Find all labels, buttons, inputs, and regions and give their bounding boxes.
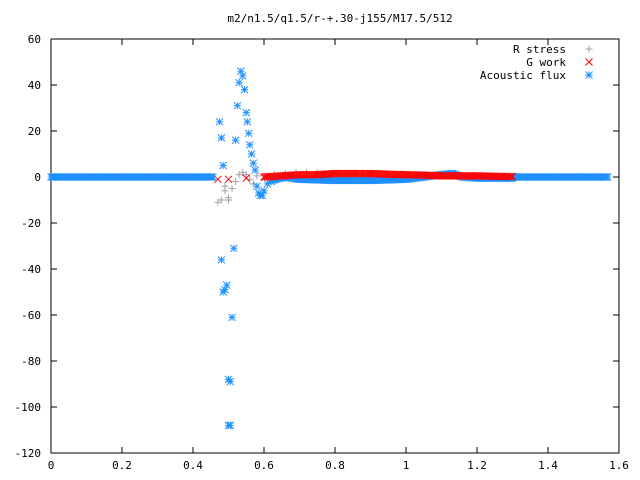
- legend-label: Acoustic flux: [480, 69, 566, 82]
- data-point: [217, 134, 226, 142]
- data-point: [233, 101, 242, 110]
- data-point: [245, 140, 254, 149]
- x-tick-label: 0.8: [325, 459, 345, 472]
- data-point: [215, 117, 224, 126]
- data-point: [217, 255, 226, 264]
- data-point: [253, 172, 261, 180]
- y-tick-label: 40: [28, 79, 41, 92]
- legend-marker: [585, 71, 593, 79]
- data-point: [247, 150, 256, 158]
- data-point: [229, 244, 238, 253]
- data-point: [249, 180, 257, 188]
- legend-marker: [585, 58, 593, 66]
- x-tick-label: 1.2: [467, 459, 487, 472]
- legend-label: R stress: [513, 43, 566, 56]
- legend-marker: [585, 45, 593, 53]
- data-point: [219, 161, 228, 170]
- data-point: [214, 198, 222, 206]
- data-point: [242, 174, 251, 183]
- data-point: [506, 172, 515, 181]
- y-tick-label: -100: [15, 401, 42, 414]
- x-tick-label: 1.6: [609, 459, 629, 472]
- y-tick-label: -40: [21, 263, 41, 276]
- y-tick-label: 60: [28, 33, 41, 46]
- data-point: [222, 281, 231, 289]
- x-tick-label: 0.6: [254, 459, 274, 472]
- data-point: [243, 117, 252, 126]
- y-tick-label: -60: [21, 309, 41, 322]
- data-point: [249, 159, 258, 168]
- data-point: [235, 171, 243, 179]
- data-point: [232, 178, 240, 186]
- data-point: [238, 71, 247, 80]
- data-point: [253, 182, 261, 191]
- data-point: [603, 173, 612, 181]
- legend-label: G work: [526, 56, 566, 69]
- data-marks: [47, 67, 612, 430]
- data-point: [235, 78, 244, 87]
- x-tick-label: 0: [48, 459, 55, 472]
- y-tick-label: 20: [28, 125, 41, 138]
- data-point: [505, 172, 513, 181]
- data-point: [244, 129, 253, 138]
- y-tick-label: -20: [21, 217, 41, 230]
- data-point: [226, 421, 235, 430]
- data-point: [221, 182, 229, 190]
- data-point: [224, 175, 233, 184]
- data-point: [231, 136, 240, 145]
- data-point: [228, 313, 236, 322]
- data-point: [209, 173, 217, 181]
- x-tick-label: 0.4: [183, 459, 203, 472]
- data-point: [226, 377, 235, 386]
- axis-ticks: 0 0.2 0.4 0.6 0.8 1 1.2 1.4 1.6 60 40 20 0 -20 -40 -60 -…: [15, 33, 629, 472]
- data-point: [242, 171, 250, 179]
- data-point: [251, 166, 259, 174]
- data-point: [242, 108, 251, 117]
- data-point: [228, 185, 236, 192]
- chart-title: m2/n1.5/q1.5/r-+.30-j155/M17.5/512: [227, 12, 452, 25]
- data-point: [508, 172, 517, 181]
- x-tick-label: 1: [403, 459, 410, 472]
- x-tick-label: 1.4: [538, 459, 558, 472]
- data-point: [217, 196, 225, 204]
- x-tick-label: 0.2: [112, 459, 132, 472]
- g-work-band: [260, 169, 517, 181]
- y-tick-label: -120: [15, 447, 42, 460]
- y-tick-label: -80: [21, 355, 41, 368]
- y-tick-label: 0: [34, 171, 41, 184]
- data-point: [225, 196, 232, 204]
- data-point: [260, 186, 268, 195]
- data-point: [240, 85, 249, 94]
